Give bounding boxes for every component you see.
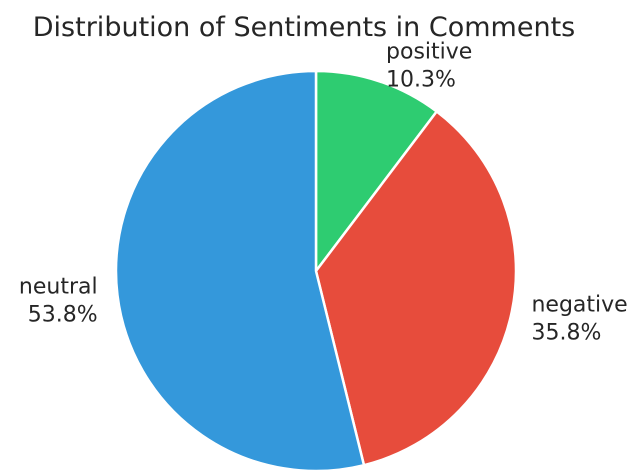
pie-label-percent: 53.8% bbox=[28, 303, 98, 328]
pie-label-positive: positive 10.3% bbox=[386, 39, 472, 92]
pie-labels: positive 10.3% negative 35.8% neutral 53.8% bbox=[19, 39, 628, 345]
pie-slice-negative bbox=[314, 110, 518, 467]
pie-label-neutral: neutral 53.8% bbox=[19, 275, 98, 328]
pie-label-percent: 35.8% bbox=[531, 320, 601, 345]
chart-title: Distribution of Sentiments in Comments bbox=[33, 12, 575, 43]
pie-label-name: negative bbox=[531, 292, 627, 317]
pie-label-name: neutral bbox=[19, 275, 98, 300]
pie-label-negative: negative 35.8% bbox=[531, 292, 627, 345]
pie-slice-positive bbox=[314, 69, 438, 273]
pie-label-percent: 10.3% bbox=[386, 67, 456, 92]
pie-wedges bbox=[114, 69, 518, 473]
pie-label-name: positive bbox=[386, 39, 472, 64]
pie-slice-neutral bbox=[114, 69, 366, 473]
